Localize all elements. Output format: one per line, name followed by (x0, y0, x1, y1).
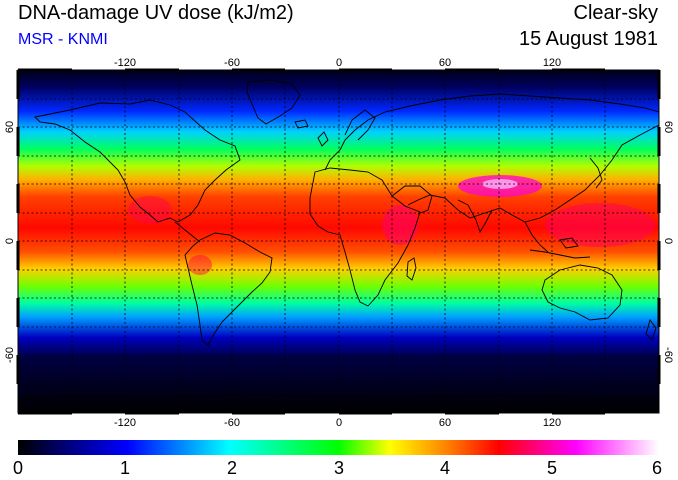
colorbar-tick-label: 3 (333, 458, 345, 478)
map-date: 15 August 1981 (518, 28, 658, 50)
graticule (18, 70, 659, 413)
central-america-coast (174, 221, 201, 243)
colorbar-tick-label: 0 (12, 458, 24, 478)
colorbar-tick-label: 6 (651, 458, 663, 478)
coastlines (18, 79, 659, 401)
indonesia-coast (529, 237, 591, 259)
map-frame (16, 68, 661, 415)
lat-label-right: -60 (662, 347, 674, 363)
mexico-hotspot (128, 196, 172, 224)
india-coast (457, 199, 493, 234)
lon-label-top: 0 (336, 57, 342, 69)
lat-label-left: 60 (4, 121, 16, 133)
lat-label-right: 0 (662, 238, 674, 244)
colorbar-tick-label: 1 (119, 458, 131, 478)
colorbar-tick-label: 5 (546, 458, 558, 478)
lon-label-bottom: 120 (543, 417, 561, 429)
lon-label-bottom: -120 (114, 417, 136, 429)
data-source: MSR - KNMI (18, 31, 108, 48)
southeast-asia-coast (524, 221, 549, 253)
british-isles-coast (317, 131, 329, 147)
lat-label-left: 0 (4, 238, 16, 244)
greenland-coast (246, 79, 301, 125)
new-zealand-coast (645, 319, 657, 341)
madagascar-coast (406, 257, 417, 281)
lon-label-bottom: -60 (224, 417, 240, 429)
lon-label-top: 120 (543, 57, 561, 69)
sky-condition: Clear-sky (573, 2, 658, 24)
lon-label-bottom: 60 (439, 417, 451, 429)
arabia-coast (391, 185, 433, 215)
map-title: DNA-damage UV dose (kJ/m2) (18, 2, 294, 24)
lon-label-top: 60 (439, 57, 451, 69)
lon-label-top: -60 (224, 57, 240, 69)
colorbar-tick-label: 4 (439, 458, 451, 478)
lon-label-bottom: 0 (336, 417, 342, 429)
scandinavia-coast (344, 109, 376, 141)
lon-label-top: -120 (114, 57, 136, 69)
australia-coast (541, 264, 623, 321)
west-pacific-hotspot (545, 203, 655, 247)
south-america-coast (184, 232, 273, 346)
colorbar (18, 440, 659, 455)
antarctica-coast (18, 393, 659, 401)
uv-dose-field (18, 70, 659, 413)
colorbar-tick-label: 2 (226, 458, 238, 478)
iceland-coast (294, 119, 309, 129)
andes-hotspot (188, 255, 212, 275)
lat-label-left: -60 (4, 347, 16, 363)
east-africa-hotspot (382, 205, 418, 245)
lat-label-right: 60 (662, 121, 674, 133)
north-america-coast (34, 99, 241, 223)
africa-coast (309, 167, 421, 307)
